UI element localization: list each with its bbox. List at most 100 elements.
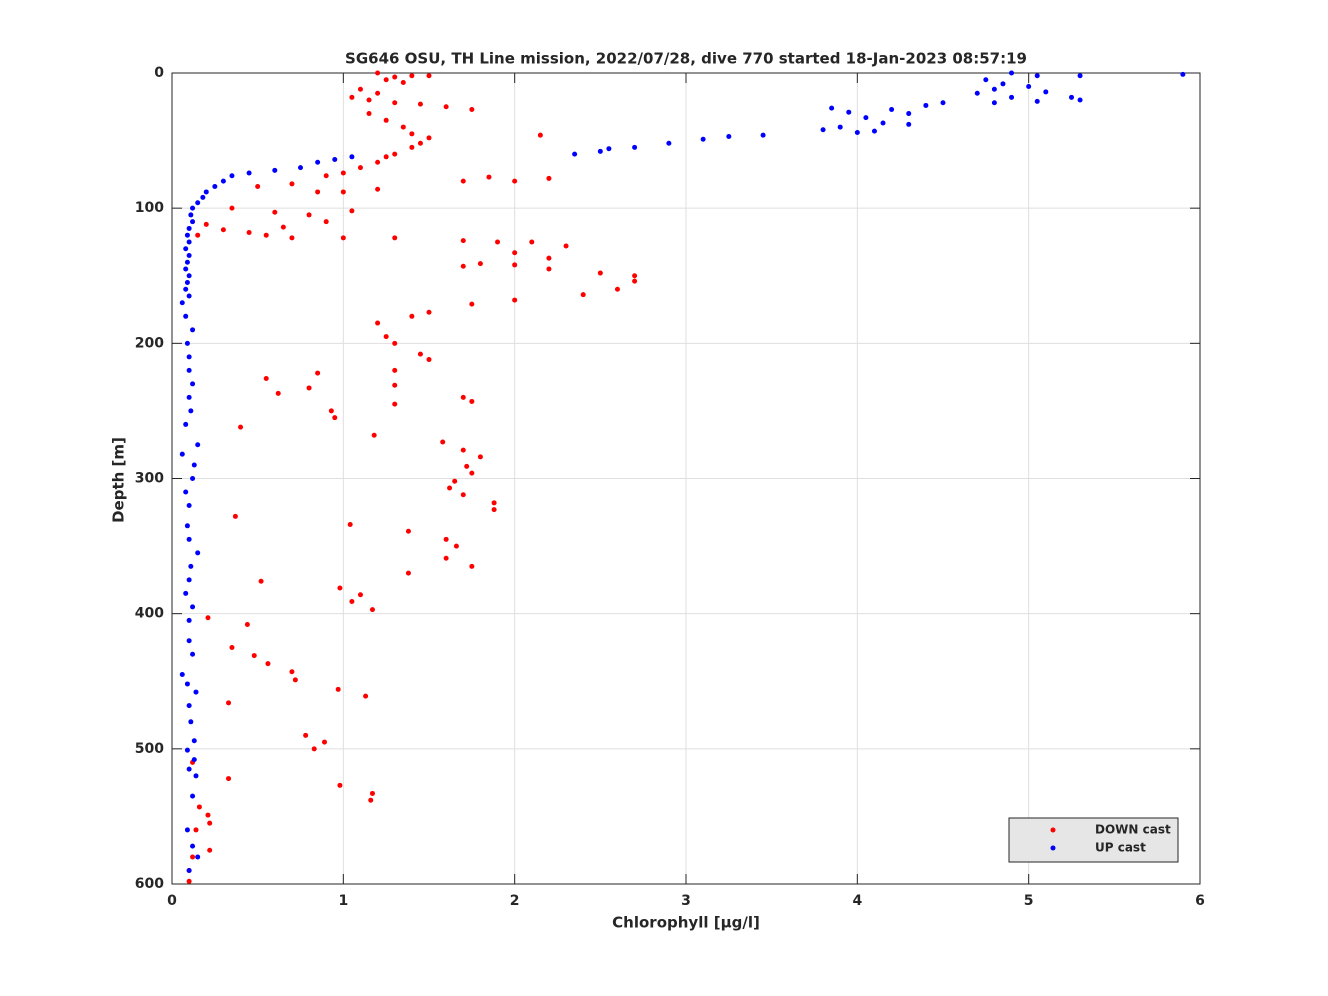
data-point [186,503,192,509]
data-point [375,186,381,192]
data-point [906,111,912,117]
data-point [392,401,398,407]
data-point [193,689,199,695]
data-point [632,273,638,279]
data-point [991,100,997,106]
data-point [193,827,199,833]
data-point [375,159,381,165]
data-point [383,154,389,160]
data-point [190,604,196,610]
data-point [700,136,706,142]
data-point [289,235,295,241]
data-point [195,442,201,448]
data-point [183,313,189,319]
data-point [460,447,466,453]
data-point [184,259,190,265]
data-point [1009,70,1015,76]
data-point [183,246,189,252]
data-point [486,174,492,180]
data-point [179,300,185,306]
data-point [349,208,355,214]
x-tick-label: 5 [1024,893,1034,909]
data-point [1180,71,1186,77]
data-point [191,462,197,468]
data-point [369,607,375,613]
data-point [1034,98,1040,104]
data-point [272,209,278,215]
data-point [392,151,398,157]
legend-label: UP cast [1095,841,1146,855]
data-point [469,470,475,476]
x-tick-label: 6 [1195,893,1205,909]
data-point [203,221,209,227]
data-point [321,739,327,745]
data-point [880,120,886,126]
data-point [632,278,638,284]
data-point [229,205,235,211]
data-point [195,200,201,206]
data-point [184,340,190,346]
data-point [263,375,269,381]
data-point [255,184,261,190]
data-point [426,357,432,363]
data-point [340,235,346,241]
data-point [258,578,264,584]
data-point [464,463,470,469]
data-point [195,854,201,860]
legend-label: DOWN cast [1095,823,1171,837]
y-tick-label: 400 [135,606,164,622]
data-point [315,189,321,195]
data-point [323,173,329,179]
data-point [200,194,206,200]
data-point [1026,84,1032,90]
data-point [190,205,196,211]
data-point [606,146,612,152]
data-point [1069,94,1074,100]
data-point [323,219,329,225]
data-point [188,212,194,218]
data-point [1077,73,1083,79]
y-tick-label: 0 [154,65,164,81]
data-point [332,157,338,163]
data-point [311,746,317,752]
data-point [1000,81,1006,87]
data-point [443,536,449,542]
y-tick-label: 200 [135,335,164,351]
data-point [340,170,346,176]
data-point [186,766,192,772]
data-point [340,189,346,195]
data-point [190,651,196,657]
data-point [179,451,185,457]
data-point [186,367,192,373]
data-point [315,370,321,376]
data-point [357,86,363,92]
data-point [760,132,766,138]
data-point [349,599,355,605]
legend-marker [1050,827,1056,833]
data-point [469,563,475,569]
y-tick-label: 500 [135,741,164,757]
data-point [447,485,453,491]
data-point [443,555,449,561]
data-point [357,165,363,171]
data-point [546,255,552,261]
data-point [491,500,497,506]
data-point [349,94,355,100]
data-point [226,776,232,782]
data-point [332,415,338,421]
data-point [186,867,192,873]
data-point [186,536,192,542]
data-point [263,232,269,238]
data-point [392,367,398,373]
data-point [469,301,475,307]
data-point [184,827,190,833]
data-point [366,97,372,103]
data-point [186,239,192,245]
data-point [392,340,398,346]
data-point [186,273,192,279]
data-point [369,790,375,796]
x-axis-label: Chlorophyll [μg/l] [612,914,760,932]
data-point [186,878,192,884]
data-point [183,286,189,292]
y-tick-label: 300 [135,471,164,487]
